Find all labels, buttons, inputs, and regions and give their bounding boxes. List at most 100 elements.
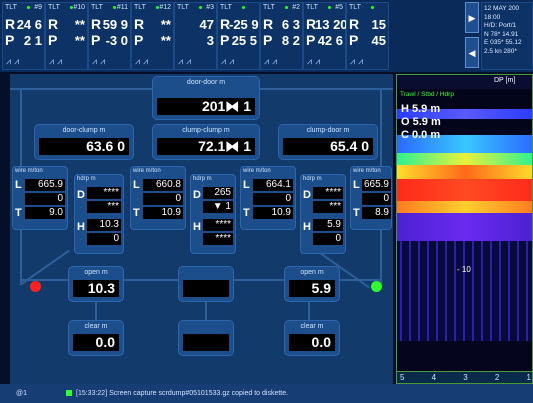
sensor-box[interactable]: TLT R-25 9 P 25 5 ⩘⩘ — [217, 2, 260, 70]
sensor-roll-value: 15 — [371, 17, 386, 32]
wire-right-box: wire m/ton L 665.9 0 T 8.9 — [350, 166, 392, 230]
sensor-pitch-value: -3 0 — [105, 33, 128, 48]
tilt-icon: ⩘⩘ — [92, 56, 109, 66]
sensor-pitch-key: P — [48, 32, 58, 48]
echogram-depth-label: - 10 — [457, 265, 471, 274]
tilt-icon: ⩘⩘ — [49, 56, 66, 66]
sensor-label: TLT — [306, 4, 318, 11]
sensor-label: TLT — [177, 4, 189, 11]
info-speed: 2.5 kn 280* — [484, 47, 517, 55]
clear-left-value: 0.0 — [73, 334, 119, 351]
wire-mid-left-box: wire m/ton L 660.8 0 T 10.9 — [130, 166, 186, 230]
hdrp-left-box: hdrp m D **** *** H 10.3 0 — [74, 174, 124, 254]
wire-mid-right-length: 664.1 — [253, 179, 293, 191]
sensor-status-dot — [27, 6, 30, 9]
door-door-title: door-door m — [186, 79, 226, 86]
sensor-box[interactable]: TLT #10 R ** P ** ⩘⩘ — [45, 2, 88, 70]
info-time: 18:00 — [484, 13, 501, 21]
door-door-box: door-door m 201⧓ 1 — [152, 76, 260, 120]
sensor-pitch-key: P — [220, 32, 230, 48]
sensor-pitch-value: 2 1 — [23, 33, 42, 48]
echogram-clearance: C 0.0 m — [401, 129, 441, 141]
hdrp-right-d: **** — [313, 187, 343, 199]
sensor-box[interactable]: TLT #5 R13 20 P 42 6 ⩘⩘ — [303, 2, 348, 70]
door-door-value: 201⧓ 1 — [157, 98, 255, 115]
sensor-status-dot — [242, 6, 245, 9]
hdrp-right-header: hdrp m — [303, 176, 322, 182]
wire-left-length: 665.9 — [25, 179, 65, 191]
door-clump-box: door-clump m 63.6 0 — [34, 124, 134, 160]
sensor-status-dot — [156, 6, 159, 9]
sensor-roll-value: 24 6 — [16, 17, 42, 32]
hdrp-left-h2: 0 — [87, 233, 121, 245]
clear-right-value: 0.0 — [289, 334, 335, 351]
sensor-status-dot — [70, 6, 73, 9]
echogram-scale: 5 4 3 2 1 — [400, 373, 531, 383]
sensor-pitch-value: 8 2 — [281, 33, 300, 48]
echogram-head-height: H 5.9 m — [401, 103, 441, 115]
hdrp-mid-d: 265 — [203, 187, 233, 199]
sensor-roll-key: R — [220, 16, 231, 32]
sensor-status-dot — [199, 6, 202, 9]
sensor-number: #2 — [292, 4, 300, 11]
status-bar: @1 [15:33:22] Screen capture scrdump#051… — [0, 384, 533, 403]
door-clump-value: 63.6 0 — [39, 138, 129, 155]
open-right-value: 5.9 — [289, 280, 335, 297]
sensor-roll-value: -25 9 — [229, 17, 259, 32]
sensor-label: TLT — [349, 4, 361, 11]
tilt-icon: ⩘⩘ — [350, 56, 367, 66]
clear-mid-box — [178, 320, 234, 356]
hdrp-left-header: hdrp m — [77, 176, 96, 182]
clear-left-box: clear m 0.0 — [68, 320, 124, 356]
sensor-status-dot — [113, 6, 116, 9]
clump-clump-value: 72.1⧓ 1 — [157, 138, 255, 155]
clump-door-title: clump-door m — [306, 127, 350, 134]
hdrp-right-h2: 0 — [313, 233, 343, 245]
sensor-label: TLT — [48, 4, 60, 11]
tilt-icon: ⩘⩘ — [135, 56, 152, 66]
sensor-box[interactable]: TLT #2 R 6 3 P 8 2 ⩘⩘ — [260, 2, 303, 70]
sensor-box[interactable]: TLT #11 R 59 9 P -3 0 ⩘⩘ — [88, 2, 131, 70]
scale-tick-3: 3 — [463, 373, 468, 382]
clump-door-box: clump-door m 65.4 0 — [278, 124, 378, 160]
open-left-box: open m 10.3 — [68, 266, 124, 302]
sensor-pitch-value: ** — [74, 33, 85, 48]
sensor-box[interactable]: TLT #3 47 3 ⩘⩘ — [174, 2, 217, 70]
prev-button[interactable]: ◀ — [465, 37, 479, 68]
echogram-opening: O 5.9 m — [401, 116, 441, 128]
open-left-value: 10.3 — [73, 280, 119, 297]
sensor-status-dot — [285, 6, 288, 9]
sensor-pitch-key: P — [5, 32, 15, 48]
tilt-icon: ⩘⩘ — [221, 56, 238, 66]
sensor-box[interactable]: TLT R 15 P 45 ⩘⩘ — [346, 2, 389, 70]
wire-left-mid: 0 — [25, 193, 65, 205]
hdrp-mid-box: hdrp m D 265 ▼ 1 H **** **** — [190, 174, 236, 254]
sensor-pitch-value: ** — [160, 33, 171, 48]
clear-right-title: clear m — [300, 323, 324, 330]
sensor-number: #10 — [73, 4, 85, 11]
wire-right-mid: 0 — [362, 193, 391, 205]
sensor-number: #11 — [116, 4, 128, 11]
sensor-roll-value: ** — [74, 17, 85, 32]
sensor-label: TLT — [220, 4, 232, 11]
sensor-status-dot — [328, 6, 331, 9]
sensor-roll-value: 47 — [199, 17, 214, 32]
wire-mid-left-tension: 10.9 — [143, 207, 183, 219]
sensor-pitch-key: P — [91, 32, 101, 48]
side-buttons: ▶ ◀ — [465, 2, 479, 70]
sensor-roll-key: R — [48, 16, 59, 32]
wire-mid-right-mid: 0 — [253, 193, 293, 205]
hdrp-mid-header: hdrp m — [193, 176, 212, 182]
info-date: 12 MAY 200 — [484, 5, 520, 12]
echogram-legend: Trawl / Stbd / Hdrp — [400, 91, 454, 98]
clump-door-value: 65.4 0 — [283, 138, 373, 155]
wire-right-length: 665.9 — [362, 179, 391, 191]
next-button[interactable]: ▶ — [465, 2, 479, 33]
trawl-geometry-panel: door-door m 201⧓ 1 door-clump m 63.6 0 c… — [10, 74, 393, 384]
sensor-pitch-value: 45 — [371, 33, 386, 48]
sensor-box[interactable]: TLT #12 R ** P ** ⩘⩘ — [131, 2, 174, 70]
sensor-roll-value: 6 3 — [281, 17, 300, 32]
sensor-pitch-key: P — [263, 32, 273, 48]
scale-tick-4: 4 — [431, 373, 437, 382]
